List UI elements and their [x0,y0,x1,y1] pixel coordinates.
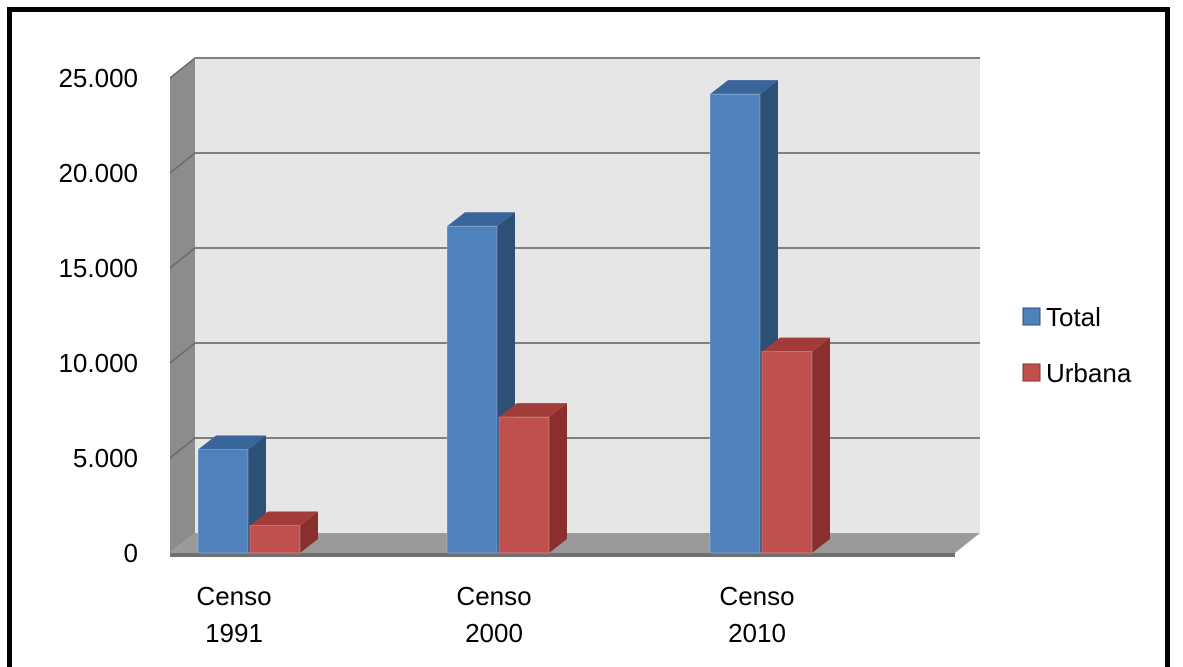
chart-walls [170,58,980,553]
gridline-side [169,247,196,269]
bar-front [498,416,550,554]
y-tick-label: 0 [124,538,138,568]
legend-label: Urbana [1046,358,1132,388]
x-tick-label: 2010 [728,618,786,648]
bar-front [446,225,498,554]
back-wall [195,58,980,533]
y-tick-label: 5.000 [73,443,138,473]
bar-front [197,448,249,554]
legend: Total Urbana [1022,302,1132,388]
bar-urbana-2010 [761,337,830,554]
legend-item-urbana: Urbana [1022,358,1132,388]
y-tick-label: 15.000 [58,253,138,283]
legend-item-total: Total [1022,302,1101,332]
side-wall [170,58,195,553]
y-tick-label: 25.000 [58,63,138,93]
legend-swatch [1022,307,1041,326]
bar-side [549,403,567,553]
legend-label: Total [1046,302,1101,332]
gridlines [169,57,980,459]
bar-top [499,403,567,418]
bar-top [762,337,830,352]
x-axis: Censo 1991 Censo 2000 Censo 2010 [196,581,794,648]
x-tick-label: Censo [196,581,271,611]
bar-front [249,524,301,554]
bar-top [710,80,778,95]
bar-side [300,511,318,553]
bar-top [250,511,318,526]
x-tick-label: 1991 [205,618,263,648]
gridline-side [169,437,196,459]
bar-urbana-1991 [249,511,318,554]
y-tick-label: 20.000 [58,158,138,188]
bars [197,80,830,554]
bar-front [761,351,813,554]
gridline-side [169,57,196,79]
floor-edge [170,553,955,557]
bar-top [447,212,515,227]
y-axis: 0 5.000 10.000 15.000 20.000 25.000 [58,63,138,568]
legend-swatch [1022,363,1041,382]
gridline-side [169,342,196,364]
bar-front [709,93,761,554]
x-tick-label: Censo [456,581,531,611]
bar-urbana-2000 [498,403,567,554]
x-tick-label: Censo [719,581,794,611]
bar-top [198,435,266,450]
y-tick-label: 10.000 [58,348,138,378]
chart-frame [7,7,1170,667]
x-tick-label: 2000 [465,618,523,648]
bar-side [812,337,830,553]
gridline-side [169,152,196,174]
